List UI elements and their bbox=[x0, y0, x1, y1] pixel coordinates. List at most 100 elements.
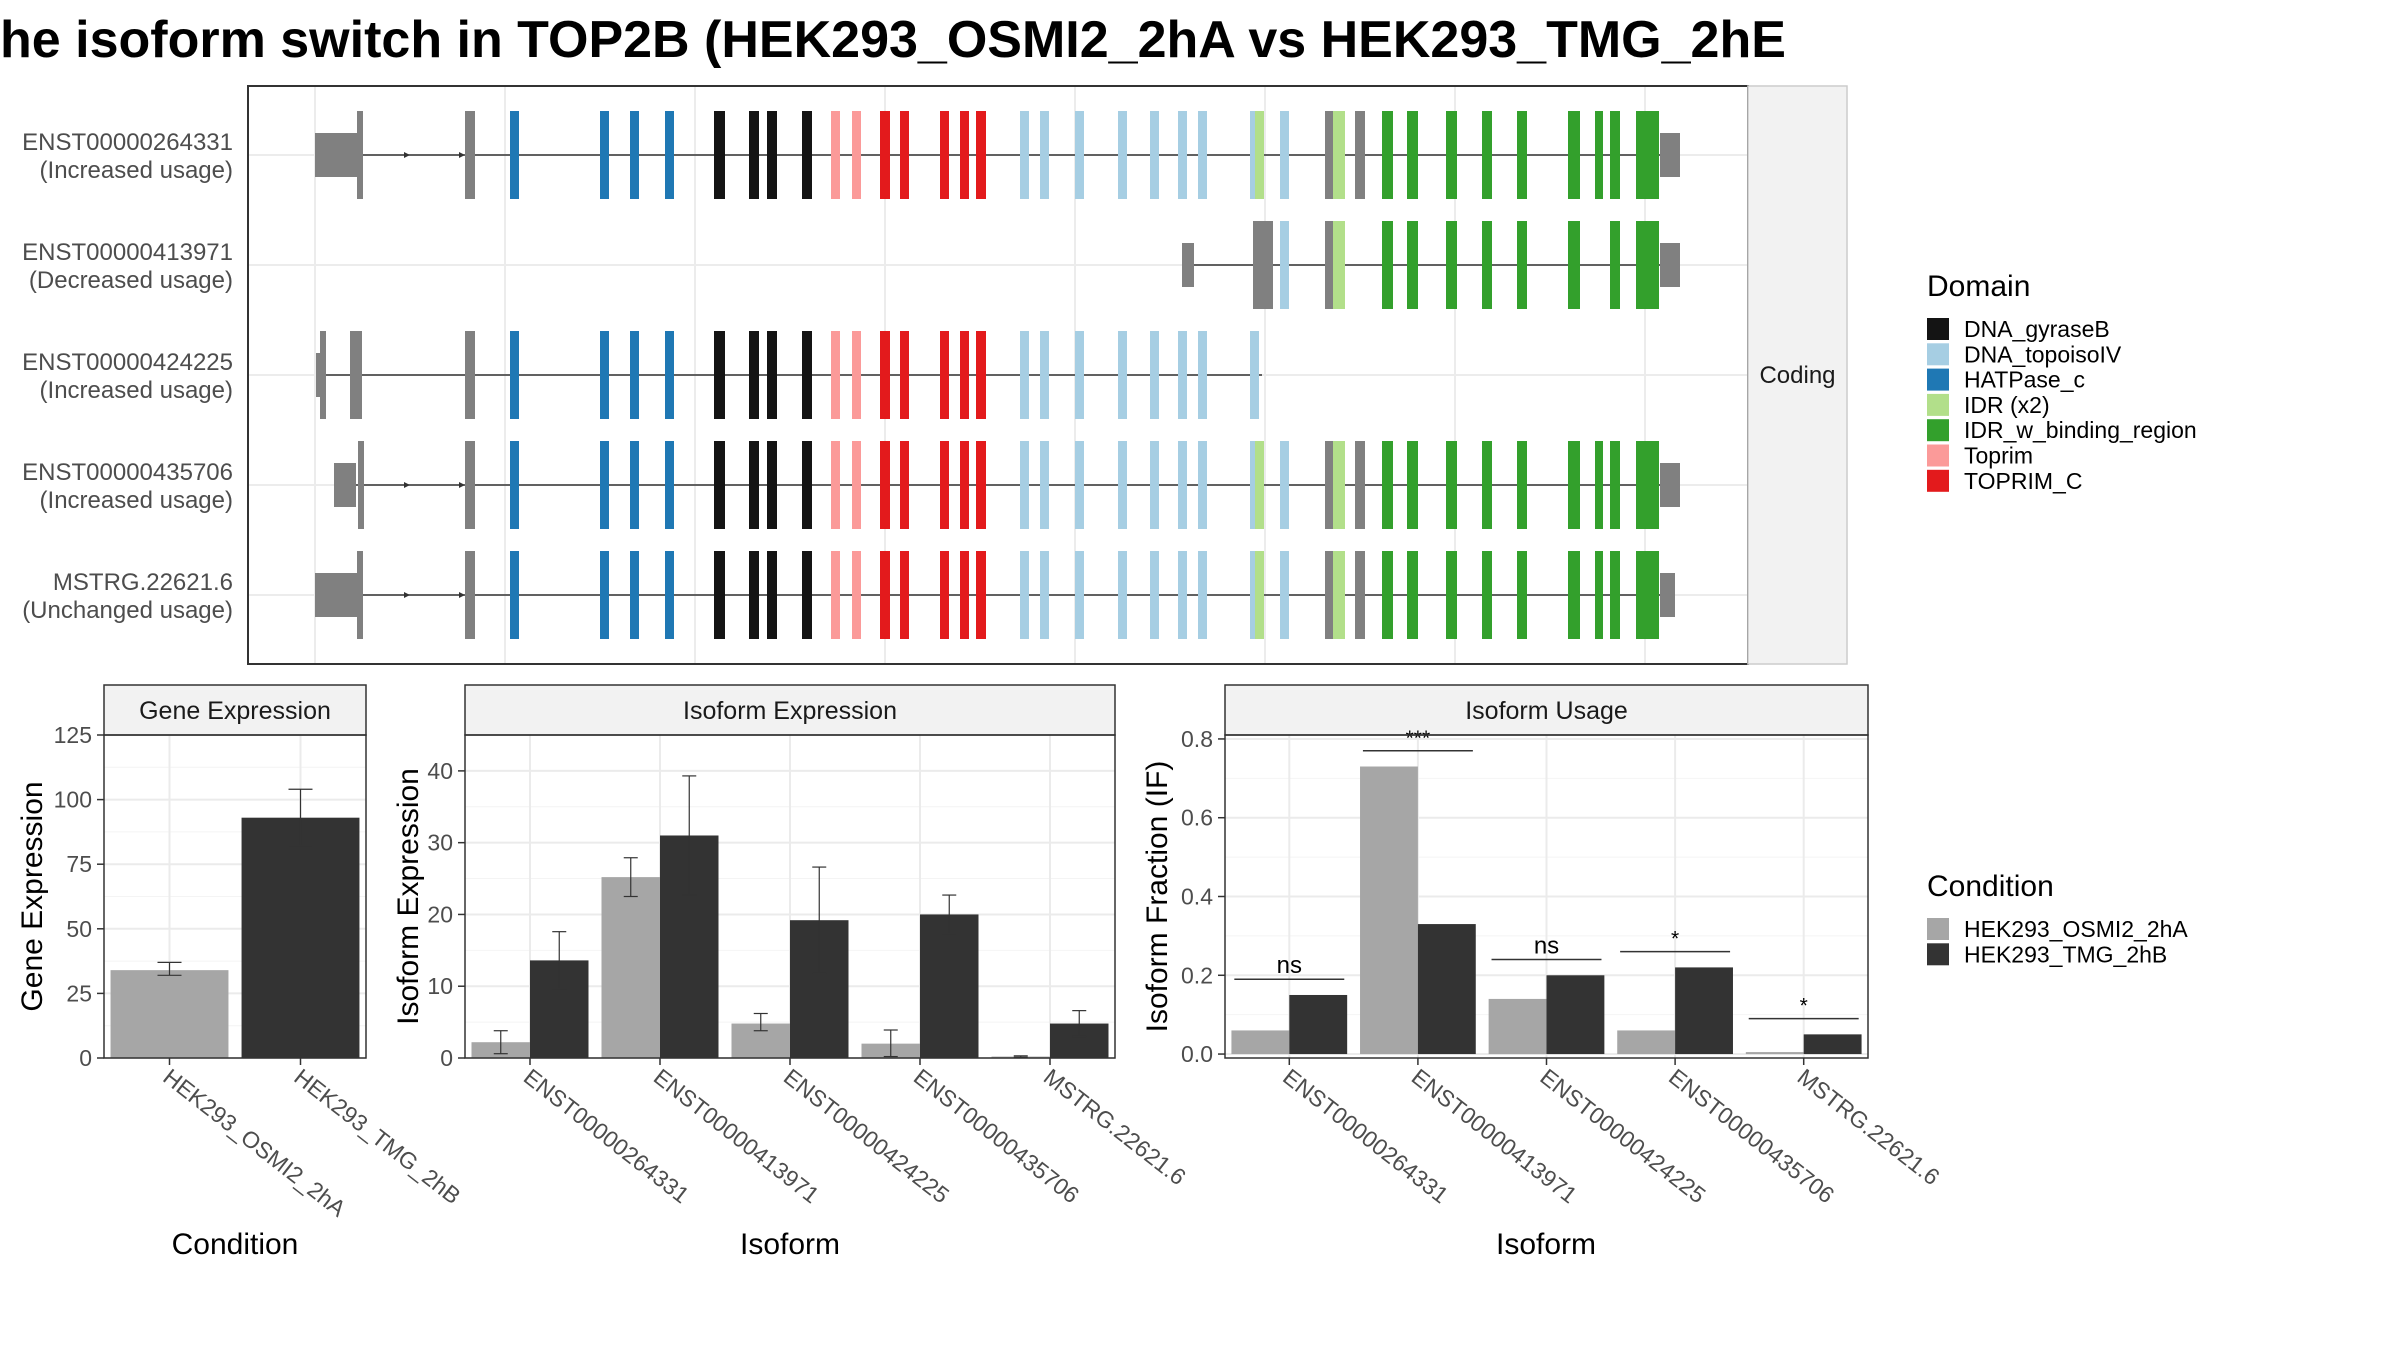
exon-block bbox=[1280, 551, 1289, 639]
exon-block bbox=[1250, 441, 1259, 529]
exon-block bbox=[960, 551, 969, 639]
legend-domain-label: TOPRIM_C bbox=[1964, 468, 2082, 494]
exon-block bbox=[630, 111, 639, 199]
exon-block bbox=[1446, 551, 1457, 639]
exon-block bbox=[1382, 111, 1393, 199]
exon-block bbox=[1075, 441, 1084, 529]
exon-block bbox=[767, 331, 777, 419]
exon-block bbox=[320, 331, 326, 419]
significance-label: * bbox=[1800, 995, 1808, 1018]
exon-block bbox=[1250, 551, 1259, 639]
exon-block bbox=[1568, 441, 1580, 529]
bar bbox=[601, 877, 660, 1058]
exon-block bbox=[1446, 111, 1457, 199]
exon-block bbox=[1482, 221, 1492, 309]
exon-block bbox=[600, 111, 609, 199]
exon-block bbox=[1198, 551, 1207, 639]
exon-block bbox=[1150, 111, 1159, 199]
exon-block bbox=[1407, 551, 1418, 639]
exon-block bbox=[831, 551, 840, 639]
exon-block bbox=[1182, 243, 1194, 287]
exon-block bbox=[630, 441, 639, 529]
exon-block bbox=[1255, 441, 1264, 529]
exon-block bbox=[960, 441, 969, 529]
exon-block bbox=[315, 133, 360, 177]
exon-block bbox=[940, 331, 949, 419]
x-axis-title: Isoform bbox=[1496, 1228, 1596, 1261]
strand-arrow bbox=[404, 482, 410, 488]
exon-block bbox=[749, 111, 759, 199]
exon-block bbox=[1198, 111, 1207, 199]
exon-block bbox=[1595, 111, 1603, 199]
exon-block bbox=[1020, 111, 1029, 199]
exon-block bbox=[1020, 441, 1029, 529]
legend-domain-swatch bbox=[1927, 469, 1949, 492]
exon-block bbox=[600, 331, 609, 419]
exon-block bbox=[1020, 331, 1029, 419]
bar bbox=[1675, 967, 1733, 1055]
exon-block bbox=[940, 551, 949, 639]
y-tick-label: 100 bbox=[54, 787, 92, 813]
exon-block bbox=[1118, 551, 1127, 639]
legend-domain-label: IDR_w_binding_region bbox=[1964, 417, 2197, 443]
figure-title: he isoform switch in TOP2B (HEK293_OSMI2… bbox=[0, 11, 1786, 69]
exon-block bbox=[1355, 551, 1365, 639]
exon-block bbox=[1178, 441, 1187, 529]
exon-block bbox=[714, 331, 725, 419]
strand-arrow bbox=[459, 152, 465, 158]
legend-domain-swatch bbox=[1927, 419, 1949, 442]
exon-block bbox=[940, 111, 949, 199]
isoform-usage-label: (Increased usage) bbox=[40, 487, 233, 514]
isoform-label: ENST00000264331 bbox=[22, 129, 233, 156]
exon-block bbox=[976, 331, 986, 419]
isoform-usage-label: (Unchanged usage) bbox=[22, 597, 233, 624]
exon-block bbox=[802, 441, 812, 529]
bar bbox=[1360, 766, 1418, 1055]
bar bbox=[1488, 998, 1547, 1055]
exon-block bbox=[315, 573, 360, 617]
y-axis-title: Gene Expression bbox=[16, 781, 49, 1011]
exon-block bbox=[465, 111, 475, 199]
exon-block bbox=[1407, 111, 1418, 199]
exon-utr bbox=[1660, 573, 1675, 617]
exon-block bbox=[940, 441, 949, 529]
exon-block bbox=[1020, 551, 1029, 639]
exon-block bbox=[1482, 551, 1492, 639]
bar bbox=[241, 817, 360, 1058]
exon-block bbox=[852, 111, 861, 199]
exon-block bbox=[1118, 331, 1127, 419]
exon-block bbox=[1075, 551, 1084, 639]
exon-block bbox=[1333, 551, 1345, 639]
exon-block bbox=[510, 331, 519, 419]
exon-block bbox=[1446, 441, 1457, 529]
strand-arrow bbox=[459, 592, 465, 598]
exon-block bbox=[1482, 441, 1492, 529]
exon-block bbox=[900, 111, 909, 199]
legend-domain-swatch bbox=[1927, 393, 1949, 416]
exon-block bbox=[1636, 551, 1648, 639]
legend-condition-title: Condition bbox=[1927, 870, 2054, 903]
exon-block bbox=[1647, 441, 1659, 529]
exon-block bbox=[900, 551, 909, 639]
exon-block bbox=[1568, 221, 1580, 309]
exon-block bbox=[900, 331, 909, 419]
exon-block bbox=[960, 331, 969, 419]
exon-block bbox=[767, 441, 777, 529]
exon-utr bbox=[1660, 243, 1680, 287]
isoform-label: MSTRG.22621.6 bbox=[53, 569, 233, 596]
exon-block bbox=[350, 331, 362, 419]
exon-block bbox=[1075, 331, 1084, 419]
bar bbox=[1231, 1030, 1290, 1055]
exon-block bbox=[852, 441, 861, 529]
legend-domain-label: DNA_gyraseB bbox=[1964, 316, 2110, 342]
exon-block bbox=[1255, 111, 1264, 199]
exon-block bbox=[880, 111, 890, 199]
exon-block bbox=[316, 353, 322, 397]
exon-block bbox=[960, 111, 969, 199]
bar bbox=[1546, 975, 1605, 1055]
y-tick-label: 0 bbox=[79, 1045, 92, 1071]
isoform-label: ENST00000424225 bbox=[22, 349, 233, 376]
exon-block bbox=[1355, 111, 1365, 199]
